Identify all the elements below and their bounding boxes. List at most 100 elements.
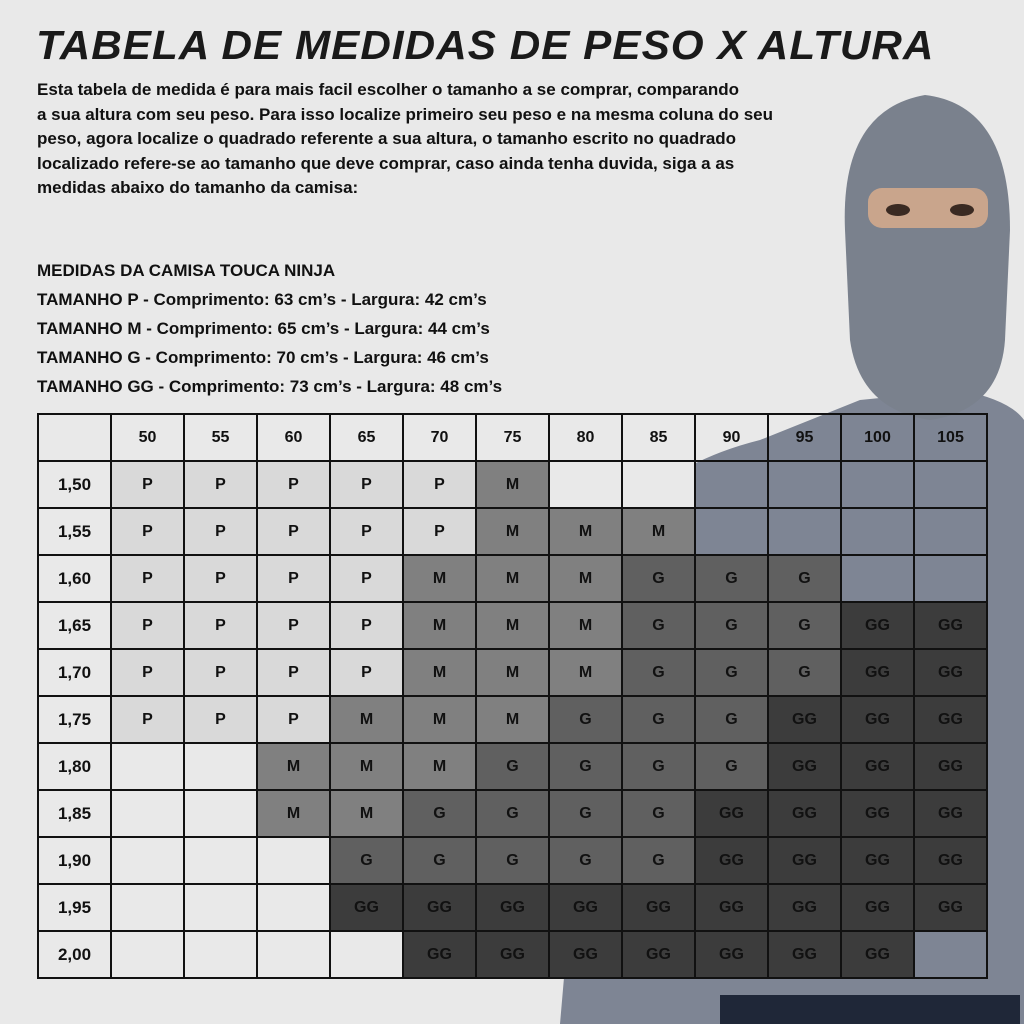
page-title: TABELA DE MEDIDAS DE PESO X ALTURA <box>36 22 935 68</box>
size-cell: M <box>256 742 331 791</box>
size-cell: GG <box>694 836 769 885</box>
size-cell: G <box>548 695 623 744</box>
size-cell: G <box>621 742 696 791</box>
table-row: 1,55 P P P P P M M M <box>37 507 988 556</box>
size-cell: P <box>183 695 258 744</box>
size-cell: G <box>694 695 769 744</box>
height-label: 1,90 <box>37 836 112 885</box>
size-cell: GG <box>840 930 915 979</box>
height-label: 1,95 <box>37 883 112 932</box>
weight-header: 75 <box>475 413 550 462</box>
size-cell <box>694 460 769 509</box>
size-cell: GG <box>694 789 769 838</box>
size-cell: M <box>475 695 550 744</box>
size-cell: M <box>548 601 623 650</box>
size-cell: P <box>183 460 258 509</box>
size-cell: M <box>548 507 623 556</box>
size-cell <box>913 460 988 509</box>
size-cell: M <box>402 742 477 791</box>
size-cell: GG <box>767 883 842 932</box>
table-row: 1,60 P P P P M M M G G G <box>37 554 988 603</box>
size-cell: G <box>402 789 477 838</box>
height-label: 1,75 <box>37 695 112 744</box>
size-cell: GG <box>548 930 623 979</box>
weight-header: 65 <box>329 413 404 462</box>
size-cell: GG <box>840 601 915 650</box>
size-cell: P <box>256 695 331 744</box>
size-cell: M <box>475 507 550 556</box>
balaclava-shape <box>844 95 1010 420</box>
size-cell: GG <box>840 836 915 885</box>
size-cell <box>913 507 988 556</box>
size-cell: M <box>548 648 623 697</box>
size-cell: M <box>475 601 550 650</box>
size-cell: P <box>256 648 331 697</box>
weight-header: 70 <box>402 413 477 462</box>
table-row: 1,85 M M G G G G GG GG GG GG <box>37 789 988 838</box>
weight-header: 50 <box>110 413 185 462</box>
intro-line: medidas abaixo do tamanho da camisa: <box>37 178 359 197</box>
size-cell: G <box>621 601 696 650</box>
weight-header: 80 <box>548 413 623 462</box>
weight-header-row: 50 55 60 65 70 75 80 85 90 95 100 105 <box>37 413 988 462</box>
size-cell <box>548 460 623 509</box>
size-cell: G <box>694 742 769 791</box>
size-cell: P <box>110 601 185 650</box>
size-cell: G <box>548 789 623 838</box>
instructions-text: Esta tabela de medida é para mais facil … <box>37 78 837 201</box>
measure-line-m: TAMANHO M - Comprimento: 65 cm’s - Largu… <box>37 319 490 338</box>
size-cell <box>840 507 915 556</box>
size-cell: P <box>110 554 185 603</box>
size-cell <box>840 460 915 509</box>
size-cell: GG <box>767 789 842 838</box>
size-cell <box>110 789 185 838</box>
size-cell: M <box>402 601 477 650</box>
size-cell: P <box>256 601 331 650</box>
size-cell: M <box>475 554 550 603</box>
size-cell: M <box>548 554 623 603</box>
size-cell <box>913 554 988 603</box>
intro-line: a sua altura com seu peso. Para isso loc… <box>37 104 774 124</box>
table-row: 1,80 M M M G G G G GG GG GG <box>37 742 988 791</box>
size-cell: G <box>329 836 404 885</box>
jeans-shape <box>720 995 1020 1024</box>
size-cell: G <box>402 836 477 885</box>
size-cell: GG <box>402 930 477 979</box>
table-row: 1,50 P P P P P M <box>37 460 988 509</box>
size-cell: P <box>110 695 185 744</box>
table-row: 1,75 P P P M M M G G G GG GG GG <box>37 695 988 744</box>
size-cell: M <box>329 789 404 838</box>
size-cell: P <box>183 554 258 603</box>
shirt-measures: MEDIDAS DA CAMISA TOUCA NINJA TAMANHO P … <box>37 256 502 401</box>
size-cell <box>256 836 331 885</box>
size-cell: GG <box>767 836 842 885</box>
size-cell: GG <box>913 601 988 650</box>
table-row: 1,95 GG GG GG GG GG GG GG GG GG <box>37 883 988 932</box>
size-cell: P <box>329 460 404 509</box>
size-cell: G <box>475 789 550 838</box>
size-cell: G <box>694 601 769 650</box>
size-cell: GG <box>694 883 769 932</box>
size-cell: GG <box>913 742 988 791</box>
weight-header: 90 <box>694 413 769 462</box>
size-cell: G <box>767 648 842 697</box>
size-cell: GG <box>548 883 623 932</box>
size-cell <box>183 836 258 885</box>
size-cell <box>329 930 404 979</box>
size-table: 50 55 60 65 70 75 80 85 90 95 100 105 1,50 P P P P P M 1,5… <box>37 413 988 979</box>
size-cell: P <box>329 601 404 650</box>
measure-line-gg: TAMANHO GG - Comprimento: 73 cm’s - Larg… <box>37 377 503 396</box>
size-cell: GG <box>767 742 842 791</box>
size-cell <box>183 789 258 838</box>
size-cell: GG <box>694 930 769 979</box>
size-cell: P <box>110 648 185 697</box>
size-cell: GG <box>913 648 988 697</box>
size-cell <box>110 742 185 791</box>
size-cell: P <box>256 554 331 603</box>
size-cell: M <box>329 742 404 791</box>
size-cell <box>767 460 842 509</box>
height-label: 1,80 <box>37 742 112 791</box>
table-row: 1,65 P P P P M M M G G G GG GG <box>37 601 988 650</box>
size-cell <box>840 554 915 603</box>
size-cell: M <box>475 460 550 509</box>
